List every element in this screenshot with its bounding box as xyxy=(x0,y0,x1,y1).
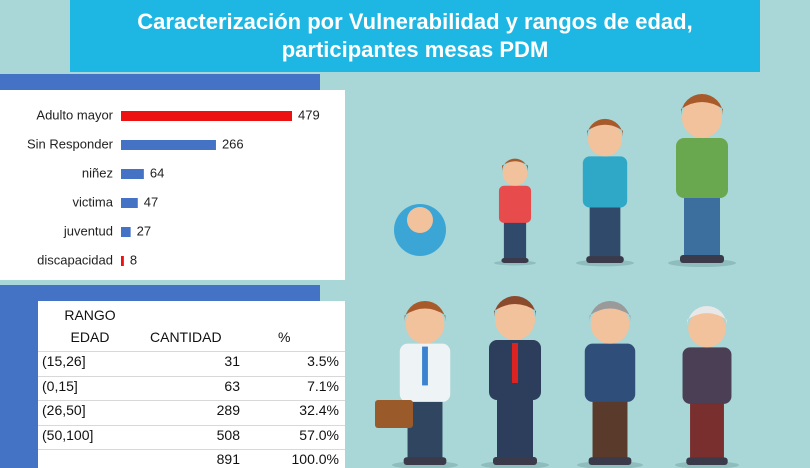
legs xyxy=(592,397,628,462)
cell: 31 xyxy=(224,353,240,369)
bar xyxy=(121,169,144,179)
column-header: RANGO EDAD xyxy=(64,307,116,345)
row-line xyxy=(38,424,345,426)
torso xyxy=(582,156,628,208)
cell: 289 xyxy=(216,402,240,418)
column-header: CANTIDAD xyxy=(150,329,222,345)
value-label: 479 xyxy=(298,107,320,122)
illustration xyxy=(375,94,739,468)
head xyxy=(682,98,722,138)
bar xyxy=(121,111,292,121)
torso xyxy=(676,138,728,198)
head xyxy=(405,304,445,344)
torso xyxy=(498,185,532,223)
hair xyxy=(587,118,623,137)
head xyxy=(587,122,623,157)
row-line xyxy=(38,449,345,450)
category-label: Adulto mayor xyxy=(36,107,113,122)
band xyxy=(0,74,320,90)
cell: 63 xyxy=(224,377,240,394)
category-label: juventud xyxy=(63,223,113,238)
cell: (26,50] xyxy=(42,402,86,418)
legs xyxy=(497,395,533,461)
table: RANGO EDAD CANTIDAD% (15,26] 31 3.5% (0,15] 63… xyxy=(38,301,345,468)
tie xyxy=(512,343,518,383)
cell: 100.0% xyxy=(291,451,339,467)
title-banner: Caracterización por Vulnerabilidad y ran… xyxy=(70,0,760,72)
briefcase xyxy=(375,400,413,428)
row-line xyxy=(38,400,345,401)
row-line xyxy=(38,351,345,352)
hair xyxy=(502,158,528,172)
baby-face xyxy=(407,207,433,233)
cell: (15,26] xyxy=(42,353,86,369)
head xyxy=(502,161,528,186)
torso xyxy=(584,343,636,402)
tie xyxy=(422,346,428,386)
band xyxy=(0,285,320,301)
value-label: 8 xyxy=(130,252,137,267)
bar-chart: Adulto mayor 479 Sin Responder 266 niñez 64 vi… xyxy=(27,107,320,267)
head xyxy=(590,304,630,344)
column-header: % xyxy=(278,329,291,345)
head xyxy=(688,309,726,348)
category-label: niñez xyxy=(82,165,113,180)
value-label: 47 xyxy=(144,194,158,209)
cell: (0,15] xyxy=(42,377,78,394)
bar xyxy=(121,256,124,266)
cell: 3.5% xyxy=(307,353,339,369)
bar xyxy=(121,198,138,208)
cell: 7.1% xyxy=(307,377,339,394)
cell: (50,100] xyxy=(42,426,94,443)
cell: 891 xyxy=(216,451,240,467)
cell: 508 xyxy=(216,426,240,443)
shoes xyxy=(686,457,728,465)
row-line xyxy=(38,375,345,377)
category-label: Sin Responder xyxy=(27,136,114,151)
category-label: discapacidad xyxy=(37,252,113,267)
chart-panel xyxy=(0,90,345,280)
legs xyxy=(690,399,724,462)
title: Caracterización por Vulnerabilidad y ran… xyxy=(137,9,693,62)
shoes xyxy=(588,457,632,465)
shoes xyxy=(403,457,447,465)
value-label: 266 xyxy=(222,136,244,151)
legs xyxy=(684,193,720,259)
head xyxy=(495,300,535,340)
hair xyxy=(404,300,446,322)
legs xyxy=(503,219,527,261)
value-label: 64 xyxy=(150,165,164,180)
shoes xyxy=(680,255,724,263)
legs xyxy=(589,203,621,260)
legs xyxy=(407,397,443,462)
shoes xyxy=(493,457,537,465)
value-label: 27 xyxy=(137,223,151,238)
hair xyxy=(589,300,631,322)
shoes xyxy=(586,256,624,263)
band xyxy=(0,285,38,468)
hair xyxy=(681,94,723,115)
bar xyxy=(121,227,131,237)
category-label: victima xyxy=(73,194,114,209)
cell: 57.0% xyxy=(299,426,339,443)
shoes xyxy=(501,258,529,263)
hair xyxy=(494,296,536,317)
torso xyxy=(682,347,732,404)
hair xyxy=(687,305,727,326)
bar xyxy=(121,140,216,150)
cell: 32.4% xyxy=(299,402,339,418)
